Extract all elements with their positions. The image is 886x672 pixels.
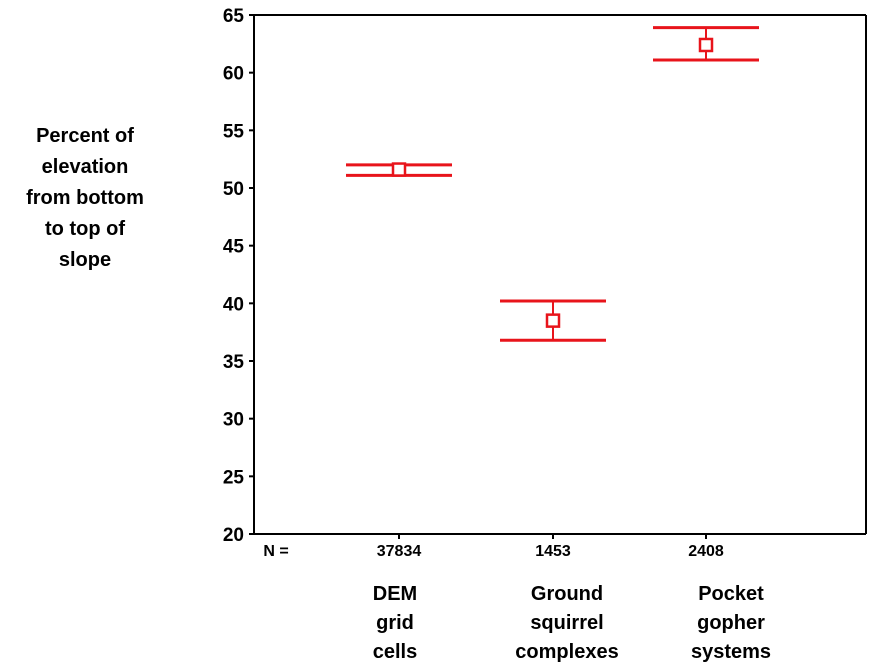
y-tick-label: 25 [223, 467, 245, 488]
n-label: N = [263, 543, 288, 560]
y-tick-label: 45 [223, 237, 245, 258]
y-tick-label: 30 [223, 410, 244, 431]
mean-marker [698, 37, 714, 53]
mean-marker [391, 162, 407, 177]
error-bar [653, 26, 759, 62]
n-count: 37834 [377, 543, 422, 560]
y-tick-label: 40 [223, 294, 244, 315]
sample-size-row: N = 37834 1453 2408 [263, 543, 724, 560]
y-axis-title: Percent of elevation from bottom to top of s… [26, 125, 144, 271]
n-count: 1453 [535, 543, 571, 560]
y-tick-label: 35 [223, 352, 245, 373]
y-tick-label: 65 [223, 6, 245, 27]
mean-marker [545, 313, 561, 328]
category-label: Pocket gopher systems [691, 583, 771, 663]
y-axis-ticks: 20 25 30 35 40 45 50 55 60 65 [223, 6, 254, 546]
category-label: DEM grid cells [373, 583, 417, 663]
error-bar [346, 162, 452, 177]
y-tick-label: 50 [223, 179, 244, 200]
error-bars [346, 26, 759, 342]
y-tick-label: 20 [223, 525, 244, 546]
y-axis-label: Percent of elevation from bottom to top of s… [26, 125, 144, 271]
category-label: Ground squirrel complexes [515, 583, 618, 663]
y-tick-label: 55 [223, 121, 245, 142]
error-bar [500, 299, 606, 342]
category-labels: DEM grid cells Ground squirrel complexes Pocke… [373, 583, 771, 663]
y-tick-label: 60 [223, 64, 244, 85]
n-count: 2408 [688, 543, 724, 560]
plot-axes [253, 14, 867, 539]
